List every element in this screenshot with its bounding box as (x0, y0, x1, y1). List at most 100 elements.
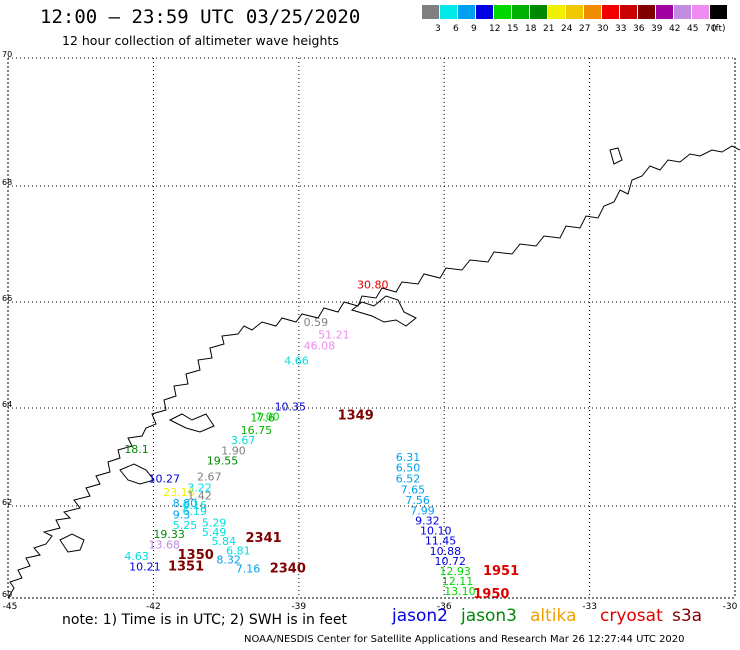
legend-label: 36 (633, 24, 645, 34)
legend-label: 3 (435, 24, 441, 34)
legend-swatch (476, 5, 493, 19)
legend-swatch (530, 5, 547, 19)
legend-swatch (638, 5, 655, 19)
legend-label: 45 (687, 24, 699, 34)
wave-height-label: 6.81 (226, 544, 251, 557)
wave-height-label: 12.93 (439, 565, 471, 578)
map-frame (7, 57, 736, 599)
wave-height-label: 10.21 (129, 560, 161, 573)
legend-swatch (548, 5, 565, 19)
satellite-s3a: s3a (672, 606, 703, 626)
legend-swatch (494, 5, 511, 19)
wave-height-label: 11.45 (425, 535, 457, 548)
wave-height-label: 7.00 (255, 410, 280, 423)
wave-height-label: 4.66 (284, 355, 309, 368)
legend-label: 12 (489, 24, 501, 34)
wave-height-label: 16.75 (241, 424, 273, 437)
wave-height-label: 5.84 (212, 535, 237, 548)
wave-height-label: 1.90 (221, 445, 246, 458)
wave-height-label: 17.6 (250, 412, 274, 425)
greenland-coastline-inlets (59, 147, 623, 553)
lon-tick-label: -30 (723, 602, 738, 612)
wave-height-label: 30.80 (357, 279, 389, 292)
lat-tick-label: 68 (2, 178, 12, 187)
wave-height-label: 10.10 (420, 525, 452, 538)
legend-label: 33 (615, 24, 627, 34)
wave-height-label: 51.21 (318, 329, 350, 342)
wave-height-label: 6.52 (396, 472, 421, 485)
legend-label: 27 (579, 24, 591, 34)
satellite-altika: altika (530, 606, 577, 626)
lon-tick-label: -39 (291, 602, 306, 612)
wave-height-label: 10.35 (275, 400, 307, 413)
legend-label: 30 (597, 24, 609, 34)
wave-height-label: 10.27 (149, 472, 181, 485)
legend-swatch (710, 5, 727, 19)
wave-height-label: 7.65 (401, 483, 426, 496)
lat-tick-label: 62 (2, 498, 12, 507)
lon-tick-label: -36 (437, 602, 452, 612)
pass-time-label: 1349 (338, 408, 374, 423)
wave-height-label: 7.99 (410, 504, 435, 517)
legend-label: 18 (525, 24, 537, 34)
legend-label: 24 (561, 24, 573, 34)
wave-height-label: 9.32 (415, 514, 440, 527)
satellite-jason3: jason3 (461, 606, 517, 626)
wave-height-label: 18.1 (124, 443, 149, 456)
legend-swatch (602, 5, 619, 19)
satellite-cryosat: cryosat (600, 606, 663, 626)
wave-height-label: 8.80 (173, 497, 198, 510)
legend-swatch (422, 5, 439, 19)
wave-height-label: 23.16 (163, 486, 195, 499)
wave-height-label: 9.3 (173, 508, 191, 521)
wave-height-label: 4.63 (124, 550, 149, 563)
wave-height-label: 10.88 (430, 545, 462, 558)
wave-height-label: 13.10 (444, 585, 476, 598)
legend-label: 39 (651, 24, 663, 34)
legend-label: 15 (507, 24, 519, 34)
legend-swatch (440, 5, 457, 19)
lon-tick-label: -45 (3, 602, 18, 612)
legend-label: 21 (543, 24, 555, 34)
lat-tick-label: 64 (2, 400, 12, 409)
legend-swatch (566, 5, 583, 19)
pass-time-label: 1351 (168, 559, 204, 574)
wave-height-label: 1.42 (187, 490, 212, 503)
wave-height-label: 6.31 (396, 451, 421, 464)
lon-tick-label: -33 (582, 602, 597, 612)
legend-label: 9 (471, 24, 477, 34)
lon-tick-label: -42 (146, 602, 161, 612)
wave-height-label: 7.16 (236, 563, 261, 576)
wave-height-label: 7.56 (405, 494, 430, 507)
wave-height-label: 12.11 (442, 575, 474, 588)
wave-height-label: 13.68 (149, 538, 181, 551)
wave-height-label: 6.16 (182, 499, 207, 512)
pass-time-label: 1951 (483, 564, 519, 579)
wave-height-label: 3.67 (231, 434, 256, 447)
footer-credit: NOAA/NESDIS Center for Satellite Applica… (244, 634, 685, 645)
wave-height-label: 19.55 (207, 454, 239, 467)
pass-time-label: 1350 (178, 548, 214, 563)
legend-label: 6 (453, 24, 459, 34)
page-title: 12:00 – 23:59 UTC 03/25/2020 (40, 6, 361, 28)
legend-label: 42 (669, 24, 681, 34)
lat-tick-label: 66 (2, 294, 12, 303)
legend-label: 70 (705, 24, 717, 34)
wave-height-label: 0.59 (304, 316, 329, 329)
pass-time-label: 1950 (473, 587, 509, 602)
satellite-jason2: jason2 (392, 606, 448, 626)
wave-height-label: 3.22 (187, 481, 212, 494)
legend-swatch (584, 5, 601, 19)
legend-unit: (ft) (712, 24, 726, 34)
wave-height-label: 6.50 (396, 462, 421, 475)
wave-height-label: 8.32 (216, 554, 241, 567)
legend-swatch (458, 5, 475, 19)
wave-height-label: 19.33 (153, 528, 185, 541)
wave-height-label: 5.25 (173, 519, 198, 532)
lat-tick-label: 60 (2, 590, 12, 599)
wave-height-label: 2.67 (197, 471, 222, 484)
pass-time-label: 2341 (245, 531, 281, 546)
legend-swatch (674, 5, 691, 19)
